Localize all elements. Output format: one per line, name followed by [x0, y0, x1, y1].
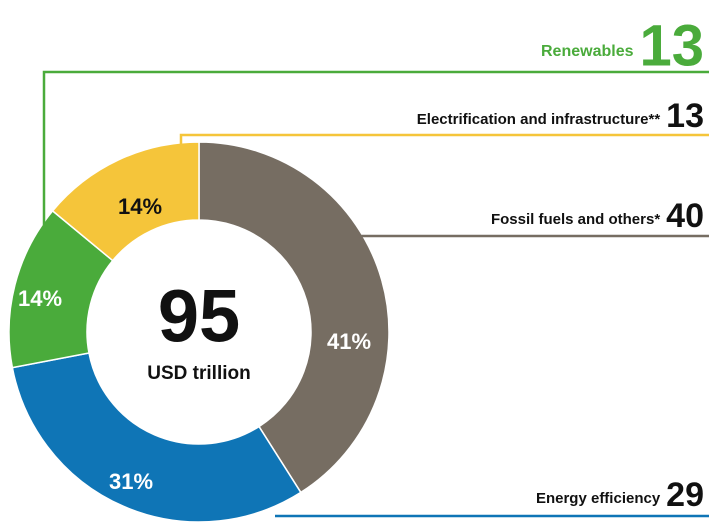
- center-value: 95: [158, 275, 240, 358]
- category-label: Renewables: [541, 43, 634, 60]
- leader-line: [42, 70, 709, 228]
- category-label: Energy efficiency: [536, 490, 661, 507]
- donut-segment: [198, 141, 390, 494]
- percent-label: 14%: [118, 194, 162, 219]
- category-label: Fossil fuels and others*: [491, 211, 660, 228]
- amount-label: 13: [666, 97, 704, 135]
- donut: 41% 40 Fossil fuels and others* 31% 29 Energy…: [8, 13, 709, 523]
- leader-line: [179, 133, 709, 152]
- amount-label: 40: [666, 197, 704, 235]
- percent-label: 14%: [18, 286, 62, 311]
- percent-label: 31%: [109, 469, 153, 494]
- amount-label: 29: [666, 476, 704, 514]
- category-label: Electrification and infrastructure**: [417, 111, 661, 128]
- donut-segment: [11, 352, 302, 523]
- amount-label: 13: [639, 13, 704, 78]
- donut-segment: [51, 141, 200, 262]
- center-label: USD trillion: [147, 363, 250, 384]
- percent-label: 41%: [327, 329, 371, 354]
